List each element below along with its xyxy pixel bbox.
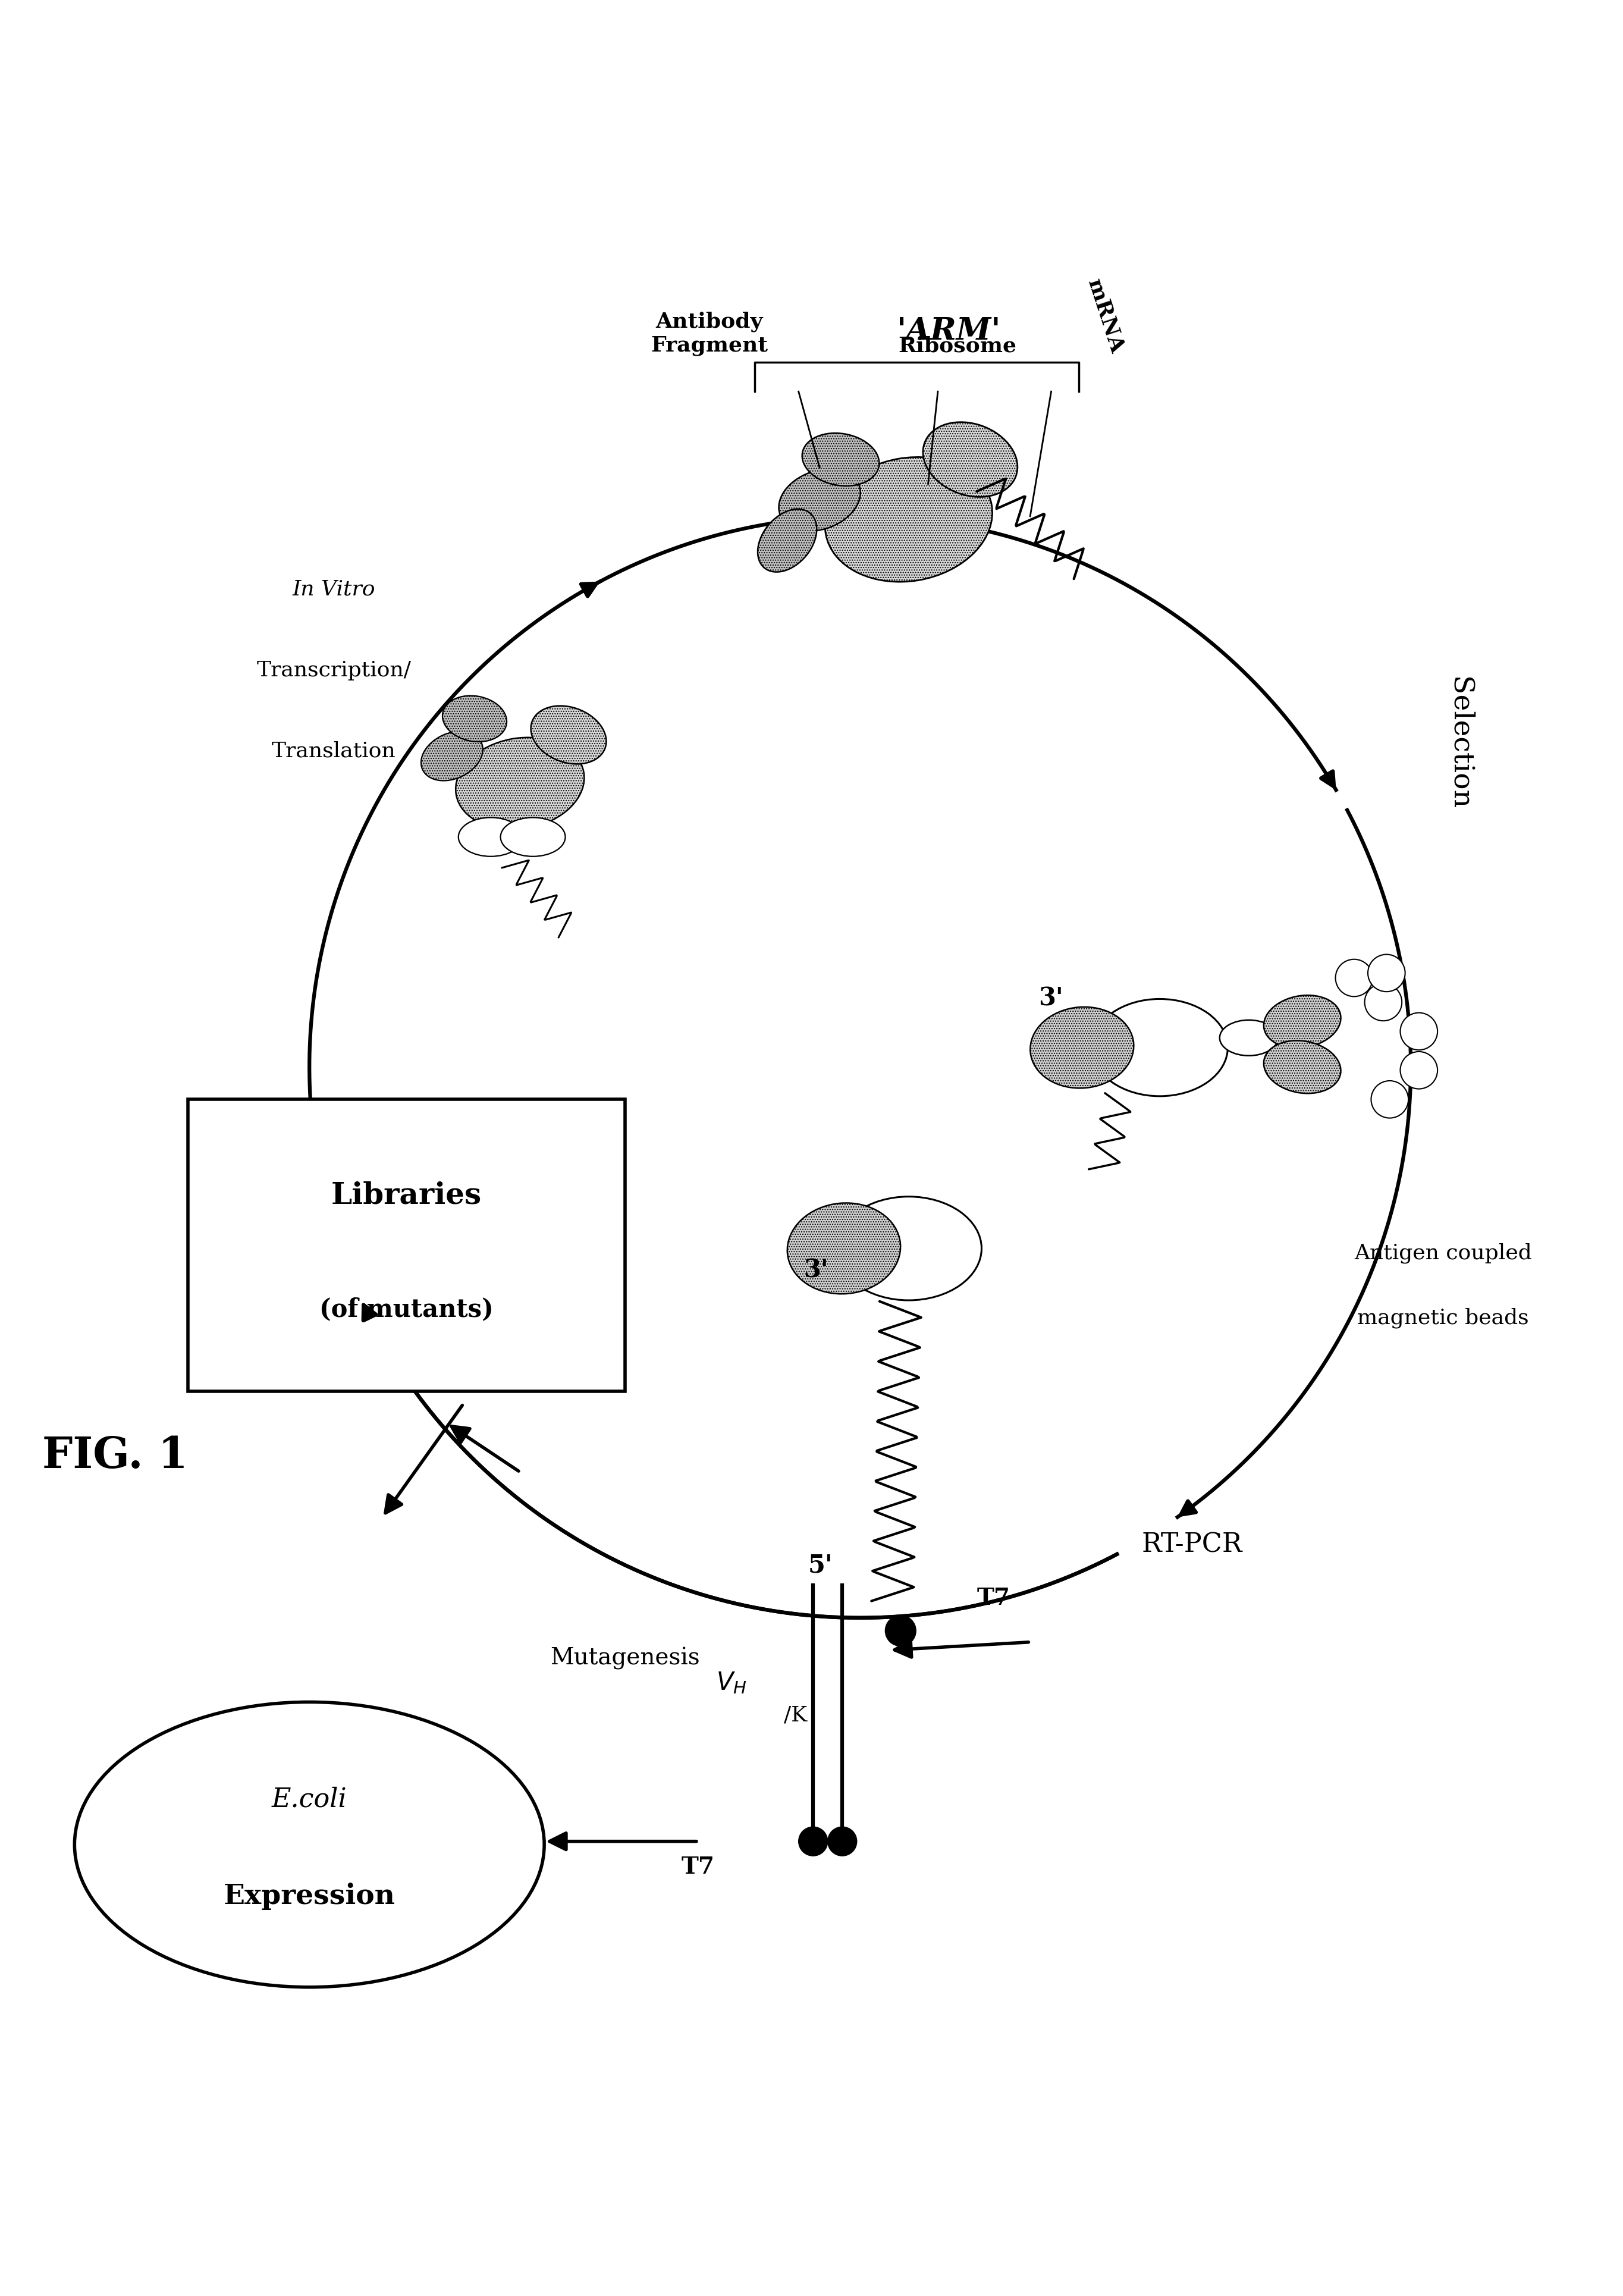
- Ellipse shape: [75, 1701, 544, 1986]
- Text: 3': 3': [1039, 985, 1063, 1010]
- Ellipse shape: [758, 510, 816, 572]
- Ellipse shape: [458, 817, 523, 856]
- Text: FIG. 1: FIG. 1: [42, 1435, 188, 1476]
- Text: Transcription/: Transcription/: [256, 659, 411, 680]
- Text: Translation: Translation: [271, 742, 396, 762]
- Circle shape: [1368, 955, 1406, 992]
- Text: 5': 5': [808, 1552, 833, 1577]
- Text: Expression: Expression: [224, 1883, 396, 1910]
- Ellipse shape: [443, 696, 506, 742]
- Text: T7: T7: [977, 1587, 1010, 1609]
- Text: 3': 3': [803, 1258, 828, 1283]
- Ellipse shape: [1264, 1040, 1341, 1093]
- Circle shape: [1336, 960, 1373, 996]
- Text: Libraries: Libraries: [331, 1180, 482, 1210]
- Ellipse shape: [531, 705, 607, 765]
- Circle shape: [1401, 1013, 1438, 1049]
- Ellipse shape: [1219, 1019, 1277, 1056]
- Text: In Vitro: In Vitro: [292, 579, 375, 599]
- Ellipse shape: [456, 737, 584, 829]
- Ellipse shape: [420, 730, 482, 781]
- Text: RT-PCR: RT-PCR: [1141, 1531, 1243, 1557]
- Text: T7: T7: [682, 1855, 714, 1878]
- Ellipse shape: [1092, 999, 1227, 1095]
- Text: Selection: Selection: [1446, 677, 1472, 810]
- Text: Antigen coupled: Antigen coupled: [1354, 1242, 1532, 1263]
- Ellipse shape: [923, 422, 1018, 496]
- FancyBboxPatch shape: [188, 1100, 625, 1391]
- Ellipse shape: [779, 468, 860, 530]
- Text: (of mutants): (of mutants): [320, 1297, 493, 1322]
- Text: $V_H$: $V_H$: [716, 1669, 747, 1694]
- Text: E.coli: E.coli: [271, 1786, 347, 1812]
- Circle shape: [1401, 1052, 1438, 1088]
- Ellipse shape: [836, 1196, 982, 1300]
- Ellipse shape: [824, 457, 992, 581]
- Text: /K: /K: [784, 1706, 807, 1724]
- Text: mRNA: mRNA: [1084, 276, 1126, 356]
- Text: 'ARM': 'ARM': [898, 317, 1001, 347]
- Ellipse shape: [787, 1203, 901, 1295]
- Circle shape: [1371, 1081, 1409, 1118]
- Ellipse shape: [1031, 1008, 1134, 1088]
- Ellipse shape: [802, 434, 880, 487]
- Text: Antibody
Fragment: Antibody Fragment: [651, 312, 768, 356]
- Ellipse shape: [1264, 994, 1341, 1047]
- Circle shape: [1365, 983, 1402, 1022]
- Ellipse shape: [500, 817, 565, 856]
- Text: Mutagenesis: Mutagenesis: [550, 1646, 700, 1669]
- Circle shape: [828, 1828, 857, 1855]
- Circle shape: [799, 1828, 828, 1855]
- Text: Ribosome: Ribosome: [898, 335, 1016, 356]
- Circle shape: [885, 1616, 915, 1646]
- Text: magnetic beads: magnetic beads: [1357, 1309, 1529, 1329]
